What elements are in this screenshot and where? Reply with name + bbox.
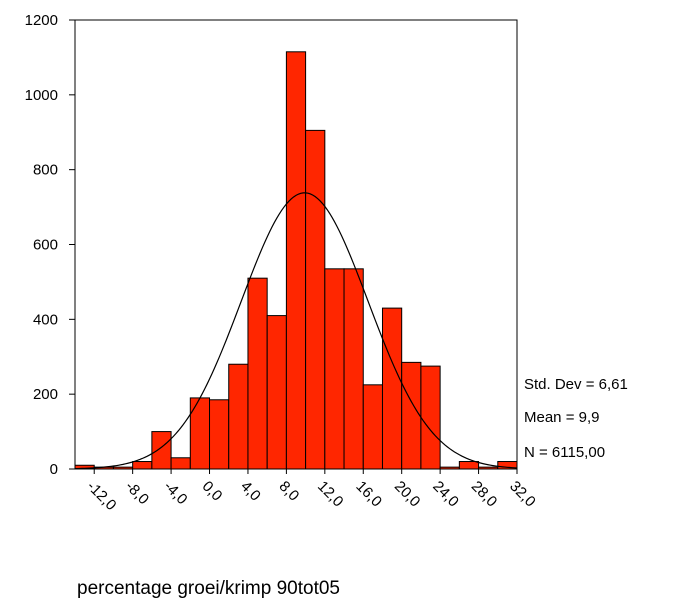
x-axis-ticks: -12,0 -8,0 -4,0 0,0 4,0 8,0 12,0 16,0 20,0 24,0 28… xyxy=(83,469,539,514)
y-tick-label: 1000 xyxy=(25,87,58,104)
histogram-bar xyxy=(151,431,172,470)
x-tick-label: -4,0 xyxy=(160,478,190,508)
histogram-bar xyxy=(362,384,383,470)
x-tick-label: -8,0 xyxy=(122,478,152,508)
histogram-bar xyxy=(247,277,268,470)
x-tick-label: -12,0 xyxy=(83,478,119,514)
mean-label: Mean = 9,9 xyxy=(524,409,599,426)
x-tick-label: 0,0 xyxy=(199,478,226,505)
histogram-bar xyxy=(324,268,345,470)
histogram-bars xyxy=(74,51,518,470)
y-tick-label: 800 xyxy=(33,162,58,179)
histogram-bar xyxy=(266,315,287,470)
y-tick-label: 600 xyxy=(33,237,58,254)
histogram-bar xyxy=(420,365,441,470)
histogram-bar xyxy=(189,397,211,470)
x-tick-label: 20,0 xyxy=(391,478,424,511)
x-tick-label: 12,0 xyxy=(314,478,347,511)
x-tick-label: 8,0 xyxy=(276,478,303,505)
x-axis-title: percentage groei/krimp 90tot05 xyxy=(77,578,340,599)
histogram-bar xyxy=(458,461,480,470)
x-tick-label: 16,0 xyxy=(352,478,385,511)
x-tick-label: 24,0 xyxy=(429,478,462,511)
histogram-bar xyxy=(228,363,249,470)
n-label: N = 6115,00 xyxy=(524,444,605,461)
histogram-bar xyxy=(209,399,230,470)
normal-curve xyxy=(74,192,518,470)
y-tick-label: 400 xyxy=(33,311,58,328)
y-tick-label: 1200 xyxy=(25,12,58,29)
histogram-bar xyxy=(305,129,326,470)
x-tick-label: 28,0 xyxy=(468,478,501,511)
histogram-bar xyxy=(285,51,307,470)
x-tick-label: 32,0 xyxy=(506,478,539,511)
y-axis-ticks: 0 200 400 600 800 1000 1200 xyxy=(25,12,75,478)
y-tick-label: 0 xyxy=(50,461,58,478)
histogram-bar xyxy=(401,361,422,470)
plot-frame xyxy=(74,19,518,470)
histogram-bar xyxy=(132,461,153,470)
histogram-bar xyxy=(170,457,191,470)
x-tick-label: 4,0 xyxy=(237,478,264,505)
std-dev-label: Std. Dev = 6,61 xyxy=(524,376,628,393)
y-tick-label: 200 xyxy=(33,386,58,403)
histogram-bar xyxy=(343,268,364,470)
histogram-bar xyxy=(381,307,403,470)
